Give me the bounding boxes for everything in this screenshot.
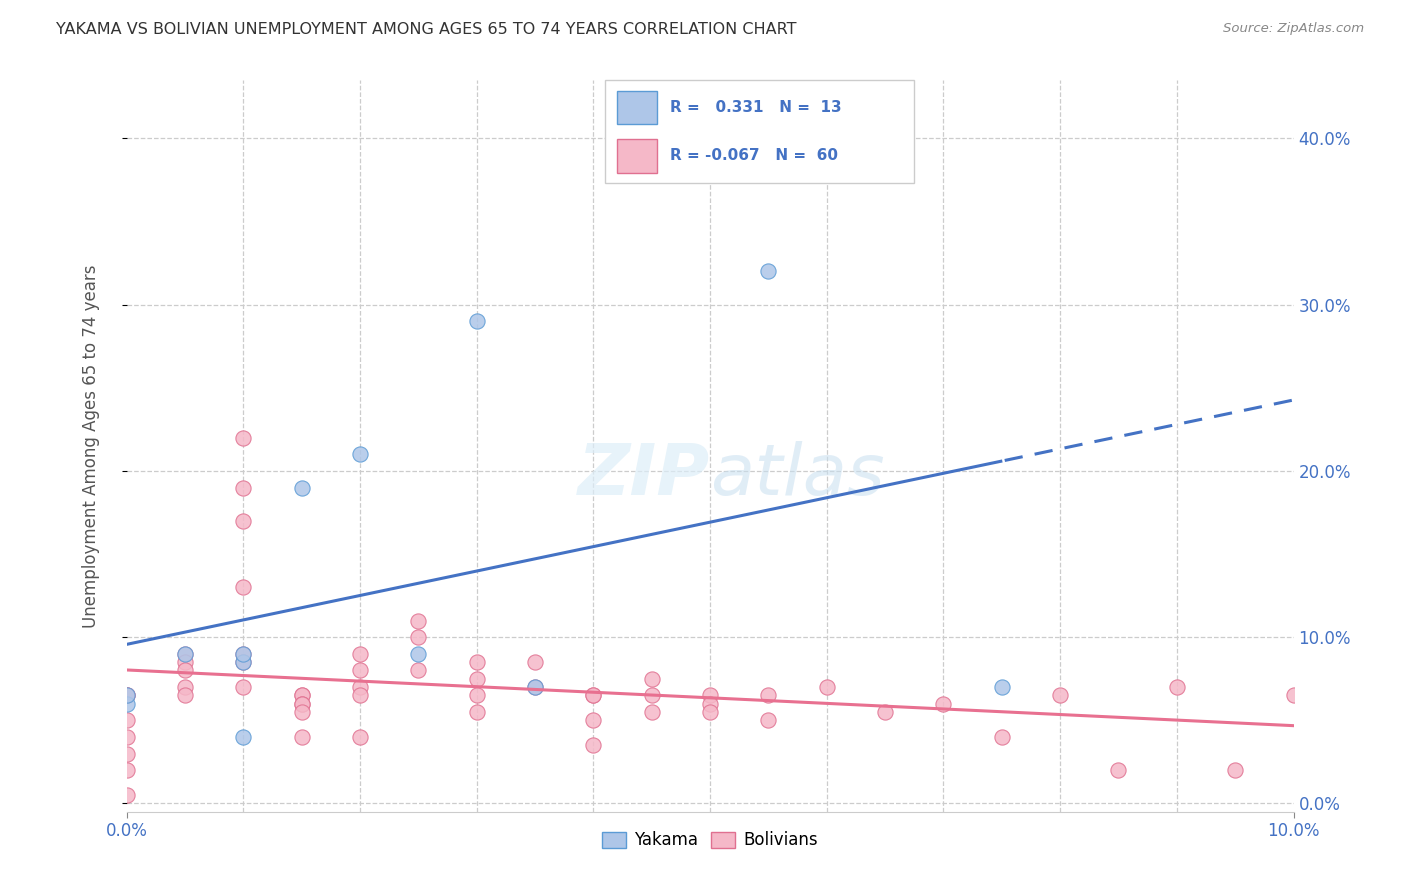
- Point: [115, 689, 138, 703]
- Point: [115, 714, 138, 728]
- Point: [290, 730, 312, 744]
- Point: [290, 689, 312, 703]
- Point: [465, 689, 488, 703]
- Point: [115, 689, 138, 703]
- Text: YAKAMA VS BOLIVIAN UNEMPLOYMENT AMONG AGES 65 TO 74 YEARS CORRELATION CHART: YAKAMA VS BOLIVIAN UNEMPLOYMENT AMONG AG…: [56, 22, 797, 37]
- Point: [582, 689, 605, 703]
- Point: [1049, 689, 1071, 703]
- Point: [232, 481, 254, 495]
- Point: [232, 431, 254, 445]
- Point: [524, 655, 547, 669]
- Point: [465, 655, 488, 669]
- Point: [232, 655, 254, 669]
- Point: [232, 655, 254, 669]
- Point: [349, 664, 371, 678]
- Point: [465, 672, 488, 686]
- Text: Source: ZipAtlas.com: Source: ZipAtlas.com: [1223, 22, 1364, 36]
- Legend: Yakama, Bolivians: Yakama, Bolivians: [596, 825, 824, 856]
- Point: [290, 689, 312, 703]
- Point: [174, 680, 197, 694]
- Y-axis label: Unemployment Among Ages 65 to 74 years: Unemployment Among Ages 65 to 74 years: [82, 264, 100, 628]
- Point: [524, 680, 547, 694]
- Point: [349, 730, 371, 744]
- Point: [1166, 680, 1188, 694]
- Point: [582, 738, 605, 752]
- Point: [232, 647, 254, 661]
- Point: [1282, 689, 1305, 703]
- Point: [1223, 763, 1246, 777]
- Point: [640, 705, 664, 719]
- Point: [115, 689, 138, 703]
- Point: [932, 697, 955, 711]
- Point: [290, 697, 312, 711]
- Point: [232, 580, 254, 594]
- Point: [232, 514, 254, 528]
- Point: [465, 314, 488, 328]
- Point: [349, 680, 371, 694]
- Point: [815, 680, 838, 694]
- Point: [756, 714, 779, 728]
- Point: [115, 697, 138, 711]
- Point: [290, 705, 312, 719]
- Point: [582, 714, 605, 728]
- Point: [408, 647, 430, 661]
- Text: R =   0.331   N =  13: R = 0.331 N = 13: [669, 100, 841, 115]
- Point: [699, 689, 721, 703]
- Point: [990, 730, 1012, 744]
- Point: [174, 647, 197, 661]
- Point: [174, 655, 197, 669]
- Point: [290, 697, 312, 711]
- Text: atlas: atlas: [710, 441, 884, 509]
- Point: [990, 680, 1012, 694]
- Point: [875, 705, 897, 719]
- Point: [349, 689, 371, 703]
- Point: [640, 672, 664, 686]
- FancyBboxPatch shape: [605, 80, 914, 183]
- Point: [408, 630, 430, 644]
- Text: ZIP: ZIP: [578, 441, 710, 509]
- Point: [115, 730, 138, 744]
- Point: [408, 664, 430, 678]
- Point: [174, 647, 197, 661]
- Point: [699, 697, 721, 711]
- Point: [290, 481, 312, 495]
- Point: [349, 447, 371, 461]
- Point: [756, 264, 779, 278]
- Point: [640, 689, 664, 703]
- Point: [582, 689, 605, 703]
- Point: [115, 788, 138, 802]
- Point: [349, 647, 371, 661]
- Point: [174, 664, 197, 678]
- Point: [232, 730, 254, 744]
- Point: [756, 689, 779, 703]
- Point: [232, 680, 254, 694]
- Point: [174, 689, 197, 703]
- Point: [465, 705, 488, 719]
- Point: [699, 705, 721, 719]
- Text: R = -0.067   N =  60: R = -0.067 N = 60: [669, 148, 838, 163]
- Point: [232, 647, 254, 661]
- Point: [1108, 763, 1130, 777]
- Point: [524, 680, 547, 694]
- FancyBboxPatch shape: [617, 91, 657, 124]
- Point: [115, 763, 138, 777]
- FancyBboxPatch shape: [617, 139, 657, 173]
- Point: [115, 747, 138, 761]
- Point: [408, 614, 430, 628]
